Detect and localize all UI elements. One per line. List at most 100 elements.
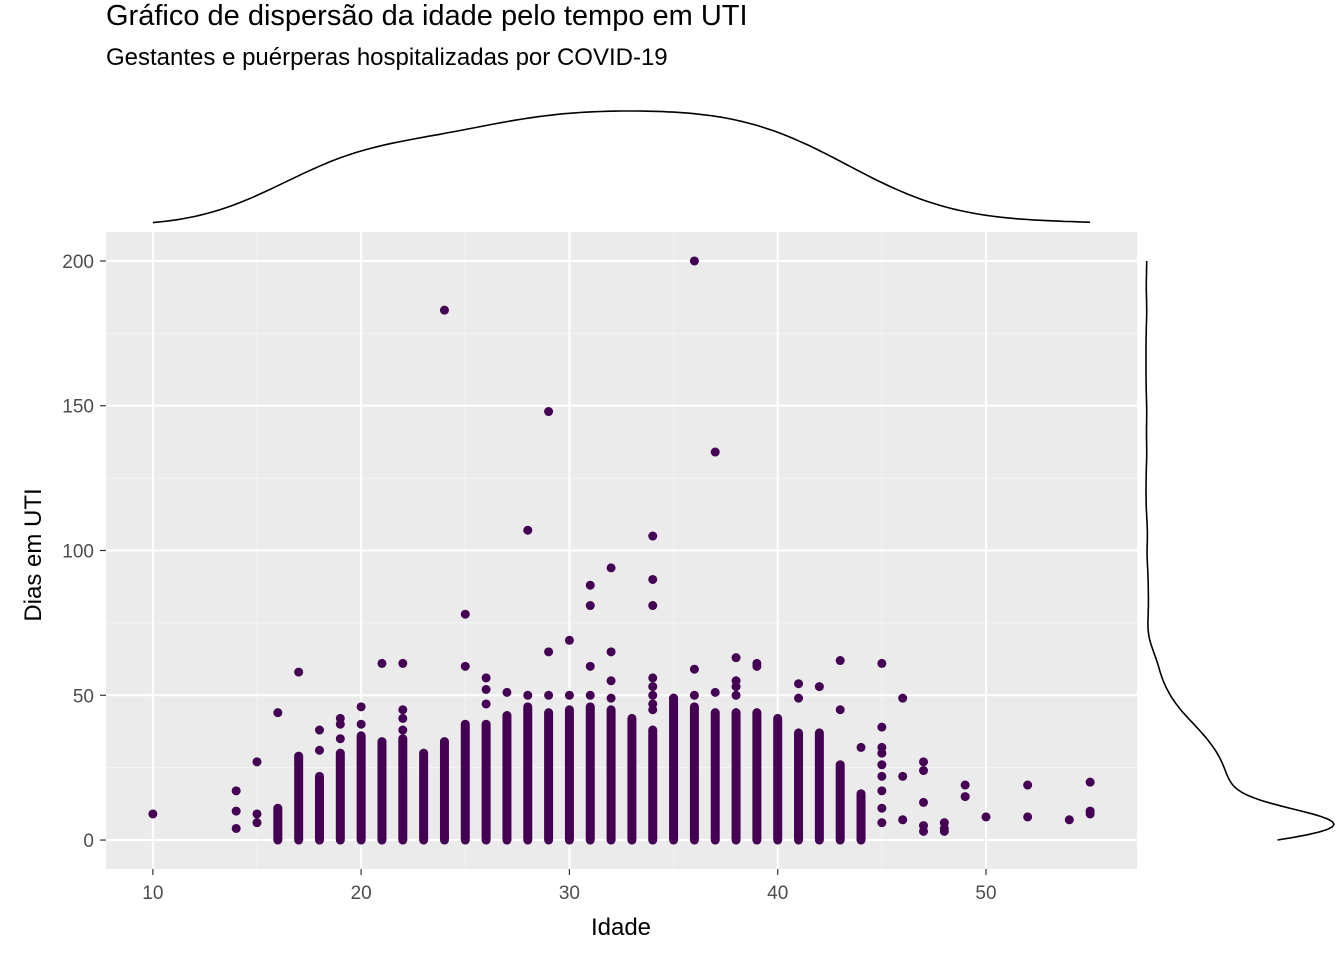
data-point (794, 693, 804, 703)
data-point (877, 771, 887, 781)
data-point (814, 682, 824, 692)
data-point (731, 690, 741, 700)
data-point (648, 699, 658, 709)
data-point (919, 821, 929, 831)
data-point (877, 658, 887, 668)
x-tick-label: 30 (559, 883, 580, 904)
data-point (585, 690, 595, 700)
data-point (835, 656, 845, 666)
x-tick-label: 20 (351, 883, 372, 904)
major-gridlines (106, 232, 1137, 869)
data-point (794, 679, 804, 689)
data-point (919, 757, 929, 767)
y-tick-label: 50 (73, 686, 94, 707)
data-point (481, 699, 491, 709)
data-point (877, 742, 887, 752)
data-point (898, 693, 908, 703)
data-point (919, 797, 929, 807)
data-point (606, 676, 616, 686)
y-tick-label: 0 (83, 831, 94, 852)
data-point (231, 823, 241, 833)
data-point (231, 786, 241, 796)
data-point (273, 708, 283, 718)
y-tick-label: 200 (62, 252, 94, 273)
data-point (606, 693, 616, 703)
data-point (523, 690, 533, 700)
data-point (585, 601, 595, 611)
data-point (877, 803, 887, 813)
data-point (564, 635, 574, 645)
data-point (689, 690, 699, 700)
data-point (544, 690, 554, 700)
data-point (856, 742, 866, 752)
data-point (335, 713, 345, 723)
data-point (877, 722, 887, 732)
data-point (710, 687, 720, 697)
data-point (398, 705, 408, 715)
data-point (544, 647, 554, 657)
data-point (960, 780, 970, 790)
chart-title: Gráfico de dispersão da idade pelo tempo… (106, 0, 748, 32)
y-axis-title: Dias em UTI (20, 488, 47, 621)
y-tick-label: 150 (62, 397, 94, 418)
data-point (377, 658, 387, 668)
data-point (669, 693, 679, 703)
point-columns (273, 693, 866, 845)
data-point (919, 766, 929, 776)
data-point (689, 664, 699, 674)
x-axis-ticks: 10 20 30 40 50 (142, 869, 997, 904)
x-tick-label: 50 (975, 883, 996, 904)
data-point (252, 818, 262, 828)
data-point (544, 407, 554, 417)
data-point (648, 673, 658, 683)
data-point (564, 690, 574, 700)
data-point (460, 609, 470, 619)
data-point (439, 305, 449, 315)
data-point (710, 447, 720, 457)
data-point (898, 771, 908, 781)
data-point (314, 745, 324, 755)
data-point (898, 815, 908, 825)
data-point (877, 760, 887, 770)
data-point (648, 601, 658, 611)
data-point (689, 256, 699, 266)
data-point (648, 690, 658, 700)
data-point (981, 812, 991, 822)
data-point (335, 734, 345, 744)
data-points (148, 256, 1095, 836)
data-point (252, 757, 262, 767)
data-point (606, 563, 616, 573)
data-point (939, 818, 949, 828)
data-point (523, 525, 533, 535)
data-point (752, 658, 762, 668)
top-marginal-density (152, 110, 1091, 224)
data-point (148, 809, 158, 819)
data-point (877, 818, 887, 828)
data-point (648, 682, 658, 692)
data-point (356, 719, 366, 729)
data-point (960, 792, 970, 802)
data-point (398, 658, 408, 668)
data-point (481, 684, 491, 694)
data-point (606, 647, 616, 657)
data-point (1023, 812, 1033, 822)
data-point (648, 574, 658, 584)
data-point (648, 531, 658, 541)
data-point (314, 725, 324, 735)
right-marginal-density (1145, 261, 1335, 841)
data-point (835, 705, 845, 715)
data-point (294, 667, 304, 677)
y-tick-label: 100 (62, 542, 94, 563)
data-point (731, 653, 741, 663)
data-point (398, 713, 408, 723)
data-point (502, 687, 512, 697)
data-point (877, 786, 887, 796)
y-axis-ticks: 0 50 100 150 200 (62, 252, 106, 852)
data-point (731, 676, 741, 686)
x-tick-label: 40 (767, 883, 788, 904)
data-point (356, 702, 366, 712)
data-point (585, 580, 595, 590)
data-point (231, 806, 241, 816)
data-point (585, 661, 595, 671)
